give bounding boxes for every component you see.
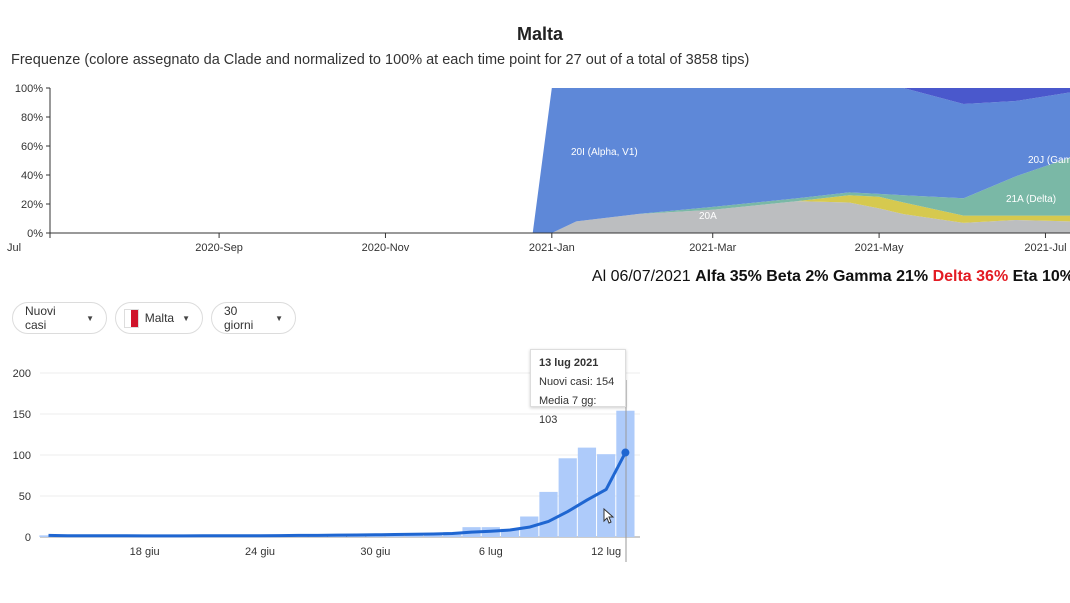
x-tick-label: 2021-Mar: [689, 242, 736, 254]
x-tick-label: 6 lug: [479, 546, 503, 558]
area-20a: [532, 201, 1070, 233]
tooltip-cases: Nuovi casi: 154: [539, 376, 615, 388]
country-dropdown-label: Malta: [144, 311, 175, 325]
x-tick-label: 12 lug: [591, 546, 621, 558]
summary-eta: Eta 10%: [1012, 268, 1070, 285]
x-tick-label: 24 giu: [245, 546, 275, 558]
variant-summary: Al 06/07/2021 Alfa 35% Beta 2% Gamma 21%…: [592, 268, 1070, 286]
mouse-pointer-icon: [603, 507, 615, 524]
x-tick-label: 2020-Nov: [362, 242, 410, 254]
label-20j-gamma: 20J (Gamma): [1028, 155, 1070, 166]
summary-gamma: Gamma 21%: [832, 268, 929, 285]
label-20i-alpha: 20I (Alpha, V1): [571, 147, 638, 158]
tooltip-date: 13 lug 2021: [539, 357, 599, 369]
summary-delta: Delta 36%: [932, 268, 1009, 285]
x-tick-label: 18 giu: [130, 546, 160, 558]
y-tick-label: 80%: [21, 112, 43, 124]
y-tick-label: 50: [19, 491, 31, 503]
summary-alfa: Alfa 35%: [695, 268, 762, 285]
y-tick-label: 0%: [27, 228, 43, 240]
y-tick-label: 60%: [21, 141, 43, 153]
y-tick-label: 20%: [21, 199, 43, 211]
label-21a-delta: 21A (Delta): [1006, 194, 1056, 205]
chevron-down-icon: ▼: [182, 313, 190, 323]
summary-beta: Beta 2%: [766, 268, 829, 285]
average-line: [48, 451, 627, 538]
range-dropdown-label: 30 giorni: [224, 304, 254, 332]
case-bar[interactable]: [577, 447, 597, 537]
x-tick-label: Jul: [7, 242, 21, 254]
y-tick-label: 100%: [15, 83, 43, 95]
chart-title: Malta: [516, 24, 563, 44]
summary-date: Al 06/07/2021: [591, 268, 691, 285]
y-tick-label: 40%: [21, 170, 43, 182]
malta-flag-icon: [124, 308, 139, 328]
average-point[interactable]: [621, 448, 630, 457]
new-cases-chart[interactable]: 0 50 100 150 200 18 giu 24 giu 30 giu 6 lug 12 l…: [0, 340, 660, 570]
chevron-down-icon: ▼: [275, 313, 283, 323]
case-bar[interactable]: [558, 458, 577, 537]
chart-tooltip: 13 lug 2021 Nuovi casi: 154 Media 7 gg: …: [530, 349, 626, 426]
range-dropdown[interactable]: 30 giorni ▼: [211, 302, 296, 334]
chart-subtitle: Frequenze (colore assegnato da Clade and…: [11, 52, 750, 68]
label-20a: 20A: [699, 211, 717, 222]
y-tick-label: 200: [13, 368, 31, 380]
frequency-area-chart: 0% 20% 40% 60% 80% 100% Jul 2020-Sep 2020-Nov 202…: [7, 83, 1070, 254]
tooltip-average: Media 7 gg: 103: [539, 395, 597, 426]
y-tick-label: 100: [13, 450, 31, 462]
case-bar[interactable]: [616, 410, 635, 537]
x-tick-label: 2021-Jan: [529, 242, 575, 254]
x-tick-label: 30 giu: [360, 546, 390, 558]
case-bar[interactable]: [539, 491, 558, 537]
metric-dropdown[interactable]: Nuovi casi ▼: [12, 302, 107, 334]
case-bar[interactable]: [500, 528, 520, 537]
y-tick-label: 150: [13, 409, 31, 421]
x-tick-label: 2020-Sep: [195, 242, 243, 254]
area-20i-alpha: [532, 88, 1070, 233]
chevron-down-icon: ▼: [86, 313, 94, 323]
metric-dropdown-label: Nuovi casi: [25, 304, 56, 332]
x-tick-label: 2021-Jul: [1024, 242, 1066, 254]
case-bar[interactable]: [597, 454, 616, 537]
y-tick-label: 0: [25, 532, 31, 544]
x-tick-label: 2021-May: [855, 242, 904, 254]
country-dropdown[interactable]: Malta ▼: [115, 302, 203, 334]
